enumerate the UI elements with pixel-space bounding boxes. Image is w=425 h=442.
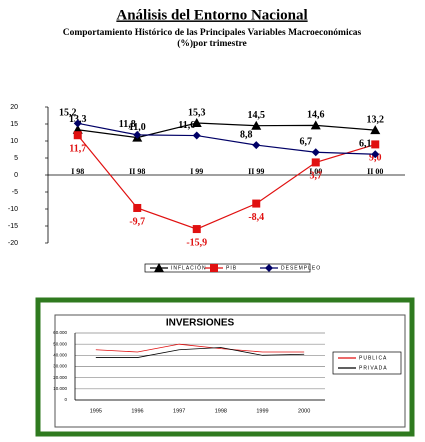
- series-line: [77, 134, 376, 230]
- value-label: 14,6: [307, 110, 325, 121]
- point: [371, 150, 380, 159]
- y-tick-label: 20: [10, 104, 18, 111]
- value-label: 14,5: [248, 110, 266, 121]
- x-tick-label: 1997: [173, 408, 185, 414]
- point: [371, 140, 380, 149]
- value-label: 3,7: [310, 171, 323, 182]
- legend-label: PRIVADA: [359, 365, 388, 371]
- value-label: -15,9: [186, 237, 207, 248]
- series-line: [77, 122, 376, 139]
- legend-label: DESEMPLEO: [281, 265, 321, 271]
- point: [370, 125, 381, 135]
- value-label: 15,2: [59, 108, 77, 119]
- y-tick-label: 20.000: [53, 375, 67, 380]
- subtitle: Comportamiento Histórico de las Principa…: [63, 28, 362, 38]
- y-tick-label: 10: [10, 138, 18, 145]
- y-tick-label: 30.000: [53, 364, 67, 369]
- point: [191, 117, 202, 127]
- point: [311, 158, 320, 167]
- y-tick-label: -20: [8, 240, 18, 247]
- page-title: Análisis del Entorno Nacional: [116, 7, 307, 23]
- legend-label: PUBLICA: [359, 355, 387, 361]
- x-tick-label: II 99: [248, 167, 264, 176]
- y-tick-label: 0: [14, 172, 18, 179]
- point: [252, 141, 261, 150]
- value-label: 6,1: [359, 139, 372, 150]
- y-tick-label: -10: [8, 206, 18, 213]
- series-line: [95, 347, 305, 358]
- series-line: [77, 122, 376, 155]
- x-tick-label: 1996: [131, 408, 143, 414]
- x-tick-label: II 98: [129, 167, 145, 176]
- x-tick-label: 2000: [298, 408, 310, 414]
- legend-marker: [210, 264, 218, 272]
- value-label: 6,7: [300, 137, 313, 148]
- point: [192, 131, 201, 140]
- y-tick-label: 60.000: [53, 330, 67, 335]
- x-tick-label: I 99: [190, 167, 203, 176]
- legend-box: [144, 263, 311, 273]
- point: [73, 119, 82, 128]
- panel: [54, 314, 406, 428]
- point: [192, 225, 201, 234]
- y-tick-label: -5: [12, 189, 18, 196]
- y-tick-label: 10.000: [53, 386, 67, 391]
- x-tick-label: I 00: [309, 167, 322, 176]
- value-label: -9,7: [129, 216, 145, 227]
- subtitle: (%)por trimestre: [177, 38, 247, 49]
- legend-marker: [265, 264, 273, 272]
- x-tick-label: 1999: [256, 408, 268, 414]
- y-tick-label: 50.000: [53, 341, 67, 346]
- value-label: 11,0: [129, 122, 146, 133]
- point: [73, 131, 82, 140]
- series-line: [95, 343, 305, 353]
- value-label: 11,6: [178, 120, 195, 131]
- value-label: 11,7: [69, 144, 86, 155]
- point: [311, 148, 320, 157]
- x-tick-label: 1995: [90, 408, 102, 414]
- value-label: 15,3: [188, 107, 206, 118]
- value-label: 11,8: [119, 119, 136, 130]
- value-label: 13,2: [367, 114, 385, 125]
- point: [133, 130, 142, 139]
- y-tick-label: 40.000: [53, 353, 67, 358]
- y-tick-label: -15: [8, 223, 18, 230]
- legend-label: PIB: [226, 265, 237, 271]
- chart-title: INVERSIONES: [166, 318, 235, 329]
- x-tick-label: I 98: [71, 167, 84, 176]
- legend-label: INFLACIÓN: [171, 264, 207, 271]
- legend-marker: [154, 263, 164, 272]
- x-tick-label: 1998: [215, 408, 227, 414]
- y-tick-label: 0: [64, 397, 67, 402]
- legend-box: [332, 351, 402, 375]
- x-tick-label: II 00: [367, 167, 383, 176]
- y-tick-label: 5: [14, 155, 18, 162]
- point: [310, 120, 321, 130]
- point: [133, 203, 142, 212]
- y-tick-label: 15: [10, 121, 18, 128]
- value-label: 8,8: [240, 129, 253, 140]
- point: [252, 199, 261, 208]
- value-label: -8,4: [248, 212, 264, 223]
- point: [251, 120, 262, 130]
